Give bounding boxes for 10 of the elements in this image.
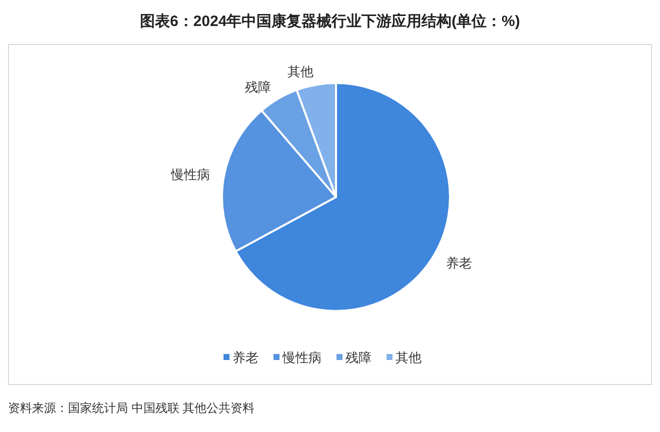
legend-label: 养老 (232, 350, 258, 365)
chart-title: 图表6：2024年中国康复器械行业下游应用结构(单位：%) (140, 12, 520, 30)
legend-label: 残障 (346, 350, 372, 365)
legend-label: 其他 (396, 350, 422, 365)
slice-label: 残障 (245, 80, 272, 95)
slice-label: 其他 (288, 64, 314, 79)
legend-label: 慢性病 (282, 350, 322, 365)
slice-label: 慢性病 (170, 166, 210, 182)
slice-label: 养老 (446, 256, 472, 271)
text: 资料来源：国家统计局 中国残联 其他公共资料 (8, 401, 255, 415)
